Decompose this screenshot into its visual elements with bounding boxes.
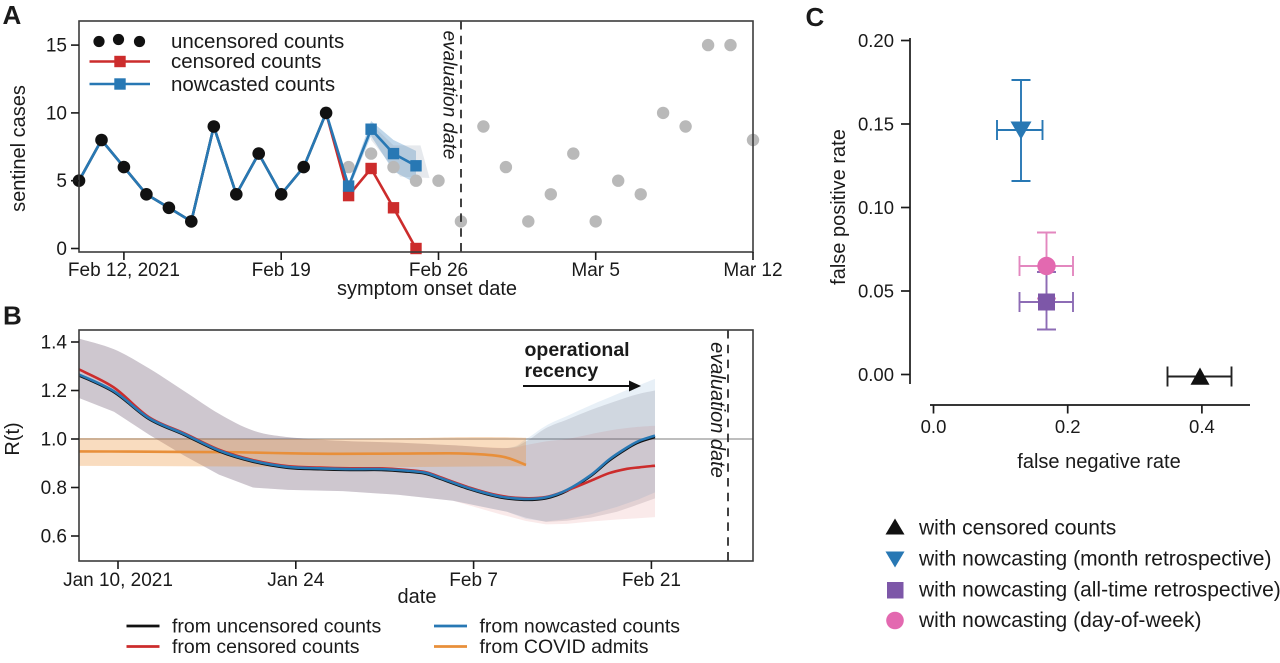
svg-text:0: 0 [56, 239, 67, 260]
svg-text:from uncensored counts: from uncensored counts [172, 616, 381, 638]
svg-text:Jan 24: Jan 24 [267, 570, 324, 591]
svg-text:from nowcasted counts: from nowcasted counts [480, 616, 681, 638]
svg-text:Jan 10, 2021: Jan 10, 2021 [63, 570, 173, 591]
svg-text:censored counts: censored counts [171, 50, 321, 73]
svg-text:1.4: 1.4 [41, 333, 68, 354]
svg-text:nowcasted counts: nowcasted counts [171, 73, 335, 96]
svg-text:operational: operational [525, 339, 630, 361]
svg-text:5: 5 [56, 171, 67, 192]
svg-text:with nowcasting (month retrosp: with nowcasting (month retrospective) [918, 548, 1271, 571]
svg-text:with nowcasting (day-of-week): with nowcasting (day-of-week) [918, 609, 1201, 632]
svg-text:1.0: 1.0 [41, 430, 67, 451]
svg-text:0.20: 0.20 [858, 30, 894, 51]
svg-text:1.2: 1.2 [41, 381, 67, 402]
svg-text:Mar 5: Mar 5 [571, 260, 620, 281]
svg-text:evaluation date: evaluation date [439, 31, 460, 160]
svg-text:Feb 19: Feb 19 [252, 260, 311, 281]
svg-text:0.10: 0.10 [858, 197, 894, 218]
svg-text:0.00: 0.00 [858, 364, 894, 385]
svg-text:B: B [3, 301, 22, 331]
svg-text:0.2: 0.2 [1055, 416, 1081, 437]
svg-text:evaluation date: evaluation date [706, 342, 728, 478]
svg-text:uncensored counts: uncensored counts [171, 30, 344, 53]
svg-text:Feb 7: Feb 7 [449, 570, 498, 591]
svg-text:R(t): R(t) [2, 422, 24, 455]
svg-text:from COVID admits: from COVID admits [480, 636, 649, 658]
svg-text:sentinel cases: sentinel cases [8, 85, 30, 212]
svg-text:0.05: 0.05 [858, 281, 894, 302]
svg-text:with censored counts: with censored counts [918, 517, 1116, 540]
svg-text:0.15: 0.15 [858, 114, 894, 135]
svg-text:Mar 12: Mar 12 [723, 260, 782, 281]
svg-text:with nowcasting (all-time retr: with nowcasting (all-time retrospective) [918, 579, 1280, 602]
svg-text:symptom onset date: symptom onset date [337, 278, 517, 300]
svg-text:date: date [398, 586, 437, 608]
svg-text:Feb 26: Feb 26 [409, 260, 468, 281]
svg-text:false negative rate: false negative rate [1017, 451, 1180, 473]
svg-text:from censored counts: from censored counts [172, 636, 360, 658]
svg-text:10: 10 [46, 103, 67, 124]
svg-text:Feb 21: Feb 21 [622, 570, 681, 591]
svg-text:false positive rate: false positive rate [828, 129, 850, 285]
svg-text:0.8: 0.8 [41, 478, 67, 499]
svg-text:0.0: 0.0 [921, 416, 947, 437]
svg-text:recency: recency [525, 360, 599, 382]
svg-text:0.4: 0.4 [1189, 416, 1215, 437]
svg-text:C: C [806, 2, 825, 32]
svg-text:Feb 12, 2021: Feb 12, 2021 [68, 260, 180, 281]
svg-text:0.6: 0.6 [41, 527, 67, 548]
svg-text:A: A [3, 0, 22, 30]
svg-text:15: 15 [46, 36, 67, 57]
